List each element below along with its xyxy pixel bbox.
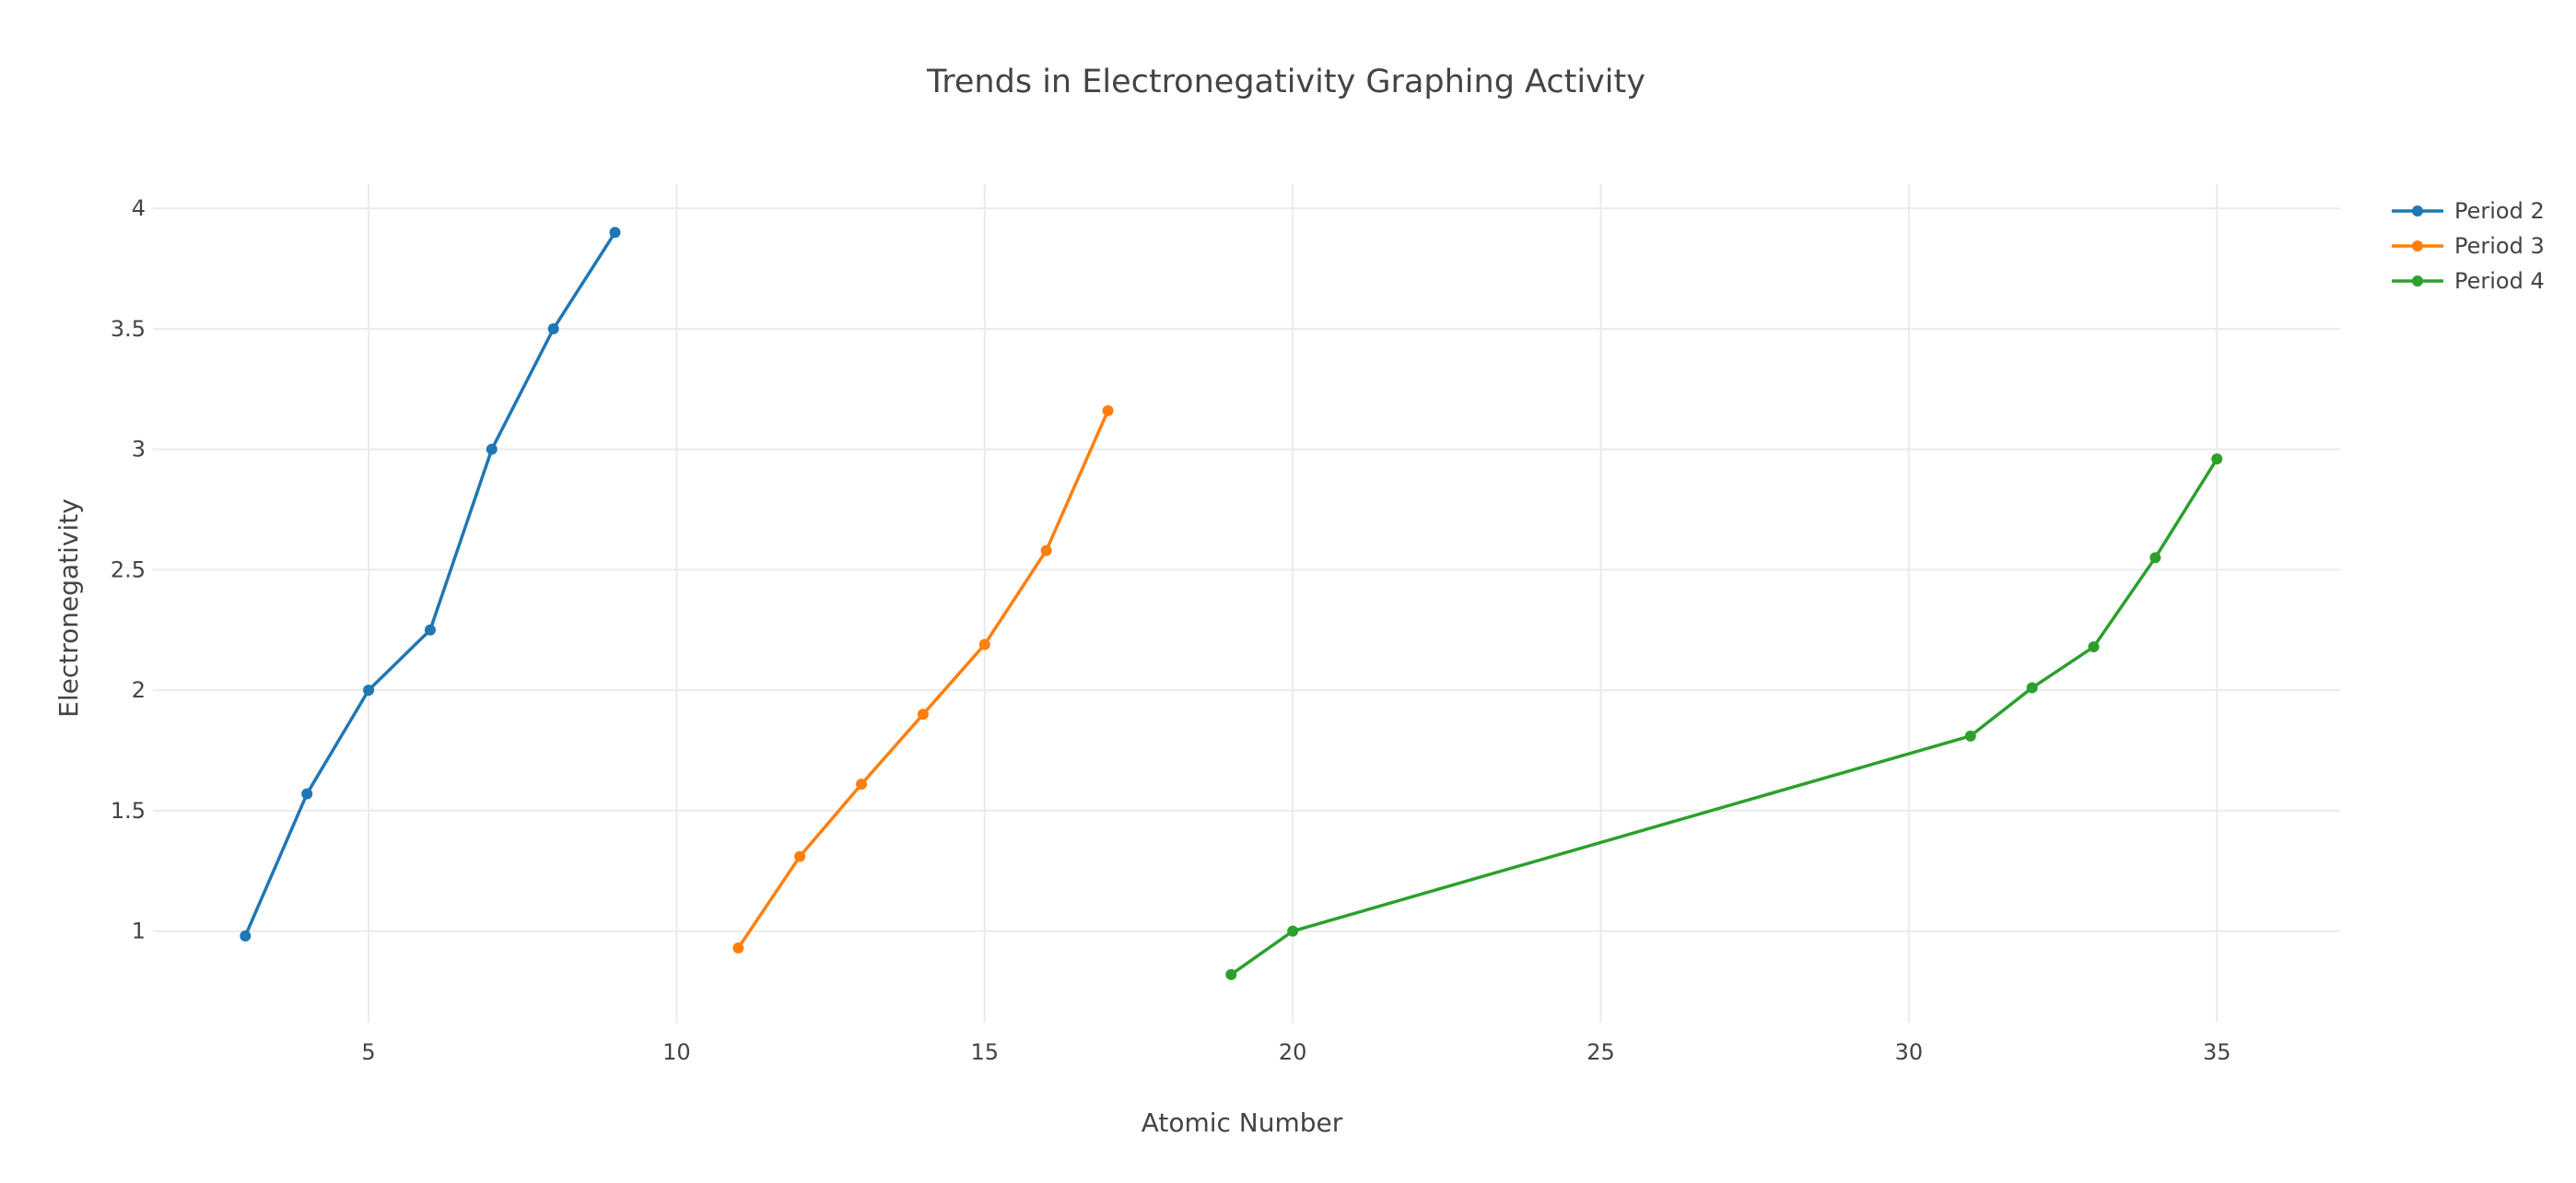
series-line — [243, 231, 617, 937]
data-point[interactable] — [856, 779, 868, 791]
x-tick-label: 25 — [1587, 1039, 1615, 1065]
legend-swatch-marker — [2412, 240, 2423, 252]
x-tick-label: 35 — [2203, 1039, 2231, 1065]
data-point[interactable] — [424, 624, 436, 636]
x-axis-tick-labels: 5 10 15 20 25 30 35 — [361, 1039, 2231, 1065]
x-tick-label: 15 — [971, 1039, 1000, 1065]
series-period-3 — [732, 404, 1114, 954]
legend-label: Period 2 — [2454, 198, 2545, 224]
legend-item[interactable]: Period 4 — [2392, 268, 2545, 294]
x-axis-title: Atomic Number — [1142, 1107, 1343, 1138]
series-period-4 — [1225, 453, 2223, 980]
data-point[interactable] — [301, 788, 313, 800]
y-tick-label: 1 — [132, 919, 146, 944]
data-point[interactable] — [917, 709, 929, 720]
y-axis-title: Electronegativity — [53, 498, 84, 718]
series-line — [1230, 458, 2219, 977]
data-point[interactable] — [2088, 641, 2100, 653]
x-tick-label: 5 — [361, 1039, 375, 1065]
data-point[interactable] — [1102, 404, 1114, 416]
legend-item[interactable]: Period 3 — [2392, 233, 2545, 259]
y-tick-label: 2.5 — [111, 556, 146, 582]
legend-item[interactable]: Period 2 — [2392, 198, 2545, 224]
y-tick-label: 3.5 — [111, 316, 146, 342]
x-tick-label: 30 — [1895, 1039, 1924, 1065]
series-line — [736, 410, 1110, 949]
data-point[interactable] — [547, 322, 559, 334]
gridlines — [153, 184, 2340, 1023]
chart-title: Trends in Electronegativity Graphing Act… — [926, 64, 1645, 100]
x-tick-label: 10 — [662, 1039, 691, 1065]
legend[interactable]: Period 2 Period 3 Period 4 — [2392, 198, 2545, 294]
y-tick-label: 3 — [132, 437, 146, 463]
y-tick-label: 1.5 — [111, 798, 146, 824]
series-layer — [240, 227, 2223, 980]
data-point[interactable] — [2149, 552, 2161, 564]
data-point[interactable] — [2211, 453, 2223, 465]
legend-swatch-marker — [2412, 205, 2423, 217]
legend-swatch-marker — [2412, 275, 2423, 287]
data-point[interactable] — [240, 930, 252, 942]
legend-label: Period 3 — [2454, 233, 2545, 259]
y-axis-tick-labels: 1 1.5 2 2.5 3 3.5 4 — [111, 195, 146, 943]
legend-label: Period 4 — [2454, 268, 2545, 294]
series-period-2 — [240, 227, 621, 942]
data-point[interactable] — [1040, 545, 1052, 556]
y-tick-label: 2 — [132, 677, 146, 703]
y-tick-label: 4 — [132, 195, 146, 221]
data-point[interactable] — [609, 227, 621, 239]
x-tick-label: 20 — [1279, 1039, 1307, 1065]
data-point[interactable] — [1964, 730, 1976, 742]
data-point[interactable] — [486, 443, 498, 455]
data-point[interactable] — [363, 685, 375, 697]
data-point[interactable] — [978, 638, 990, 650]
data-point[interactable] — [1225, 968, 1237, 980]
data-point[interactable] — [1287, 925, 1299, 937]
data-point[interactable] — [794, 850, 806, 862]
data-point[interactable] — [732, 942, 744, 954]
data-point[interactable] — [2026, 682, 2038, 694]
